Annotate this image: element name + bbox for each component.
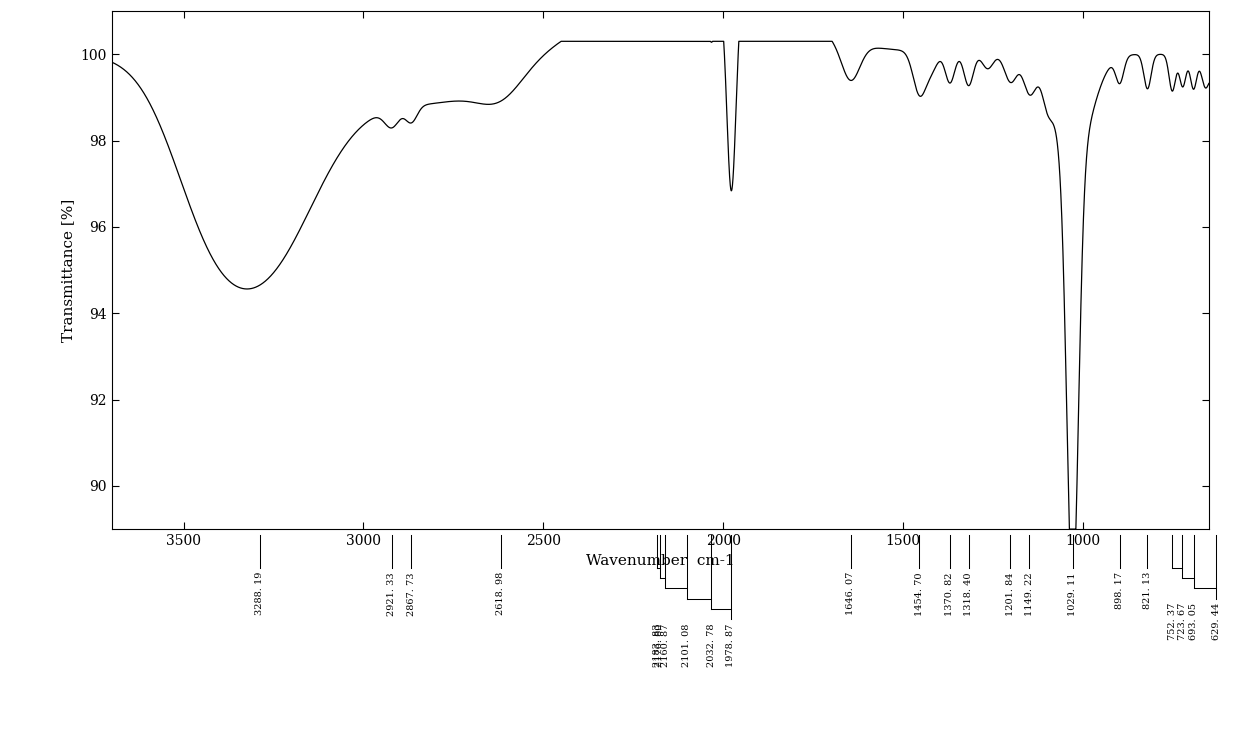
- Text: 898. 17: 898. 17: [1115, 572, 1125, 609]
- Text: 2176. 80: 2176. 80: [655, 624, 665, 667]
- Text: 1978. 87: 1978. 87: [727, 624, 735, 667]
- Text: 2867. 73: 2867. 73: [407, 572, 415, 616]
- Text: 629. 44: 629. 44: [1211, 603, 1221, 640]
- Text: 1646. 07: 1646. 07: [846, 572, 856, 616]
- Text: 1370. 82: 1370. 82: [945, 572, 954, 616]
- Text: 723. 67: 723. 67: [1178, 603, 1187, 641]
- Text: 2618. 98: 2618. 98: [496, 572, 505, 615]
- Text: 693. 05: 693. 05: [1189, 603, 1198, 640]
- Text: 2921. 33: 2921. 33: [387, 572, 397, 616]
- Text: 3288. 19: 3288. 19: [255, 572, 264, 616]
- Text: 1029. 11: 1029. 11: [1068, 572, 1078, 616]
- Text: 752. 37: 752. 37: [1168, 603, 1177, 641]
- Y-axis label: Transmittance [%]: Transmittance [%]: [61, 198, 74, 342]
- Text: 1318. 40: 1318. 40: [963, 572, 973, 616]
- Text: 2183. 83: 2183. 83: [652, 624, 662, 667]
- Text: 821. 13: 821. 13: [1143, 572, 1152, 610]
- Text: 2160. 87: 2160. 87: [661, 624, 670, 667]
- Text: 1454. 70: 1454. 70: [915, 572, 924, 616]
- Text: 2101. 08: 2101. 08: [682, 624, 692, 667]
- Text: 1149. 22: 1149. 22: [1025, 572, 1034, 616]
- X-axis label: Wavenumber  cm-1: Wavenumber cm-1: [587, 554, 734, 568]
- Text: 2032. 78: 2032. 78: [707, 624, 715, 667]
- Text: 1201. 84: 1201. 84: [1006, 572, 1016, 616]
